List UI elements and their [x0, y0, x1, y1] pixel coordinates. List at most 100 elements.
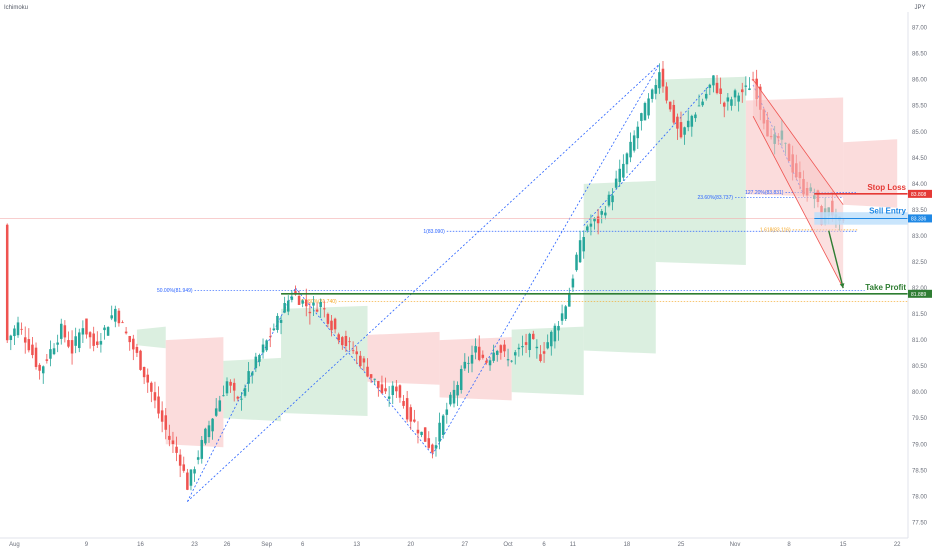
- candle-body: [326, 313, 330, 324]
- candle-body: [532, 333, 535, 340]
- candle-body: [207, 425, 211, 438]
- y-tick-label: 87.00: [912, 26, 928, 32]
- candle-body: [59, 323, 63, 339]
- x-tick-label: 9: [85, 542, 89, 548]
- y-tick-label: 80.00: [912, 390, 928, 396]
- candle-body: [568, 294, 571, 307]
- candle-body: [268, 336, 272, 338]
- candle-body: [387, 396, 391, 399]
- x-tick-label: 16: [137, 542, 144, 548]
- candle-body: [661, 68, 665, 87]
- candle-body: [553, 325, 557, 342]
- candle-body: [463, 361, 467, 369]
- candle-body: [243, 388, 247, 396]
- candle-body: [550, 331, 553, 347]
- candle-body: [470, 354, 474, 364]
- y-tick-label: 81.50: [912, 312, 928, 318]
- candle-body: [286, 300, 290, 312]
- candle-body: [636, 126, 640, 139]
- candle-body: [405, 398, 409, 420]
- candle-body: [315, 309, 319, 312]
- candle-body: [513, 352, 517, 356]
- candle-body: [719, 88, 722, 94]
- candle-body: [117, 310, 121, 324]
- candle-body: [722, 102, 726, 107]
- candle-body: [604, 212, 607, 216]
- candle-body: [431, 444, 434, 453]
- candle-body: [434, 445, 438, 449]
- candle-body: [643, 103, 647, 121]
- candle-body: [654, 85, 658, 94]
- candle-body: [506, 359, 510, 361]
- candle-body: [459, 368, 463, 390]
- x-tick-label: Aug: [9, 542, 20, 548]
- price-scale: [908, 0, 932, 550]
- candle-body: [632, 135, 636, 151]
- candle-body: [589, 223, 593, 227]
- kumo-bull: [136, 326, 166, 349]
- candle-body: [124, 331, 128, 334]
- candle-body: [330, 320, 333, 331]
- channel-lower-line: [752, 115, 844, 289]
- candle-body: [593, 218, 596, 222]
- candle-body: [647, 98, 650, 116]
- candle-body: [150, 382, 153, 392]
- candle-body: [495, 350, 499, 355]
- candle-body: [690, 115, 694, 127]
- candle-body: [272, 328, 276, 331]
- y-tick-label: 84.50: [912, 156, 928, 162]
- x-tick-label: 26: [224, 542, 231, 548]
- candle-body: [694, 114, 697, 119]
- candle-body: [132, 338, 135, 350]
- sell-entry-price-text: 83.336: [911, 216, 927, 222]
- candle-body: [380, 384, 384, 394]
- y-tick-label: 78.00: [912, 494, 928, 500]
- candle-body: [222, 395, 225, 397]
- candle-body: [730, 99, 733, 106]
- candle-body: [420, 431, 423, 436]
- sell-entry-price-tag: [908, 214, 932, 223]
- candle-body: [416, 429, 420, 434]
- candle-body: [625, 153, 629, 165]
- take-profit-price-tag: [908, 289, 932, 298]
- candle-body: [337, 334, 340, 341]
- candle-body: [261, 344, 265, 353]
- y-tick-label: 83.00: [912, 234, 928, 240]
- candle-body: [485, 360, 488, 363]
- candle-body: [348, 341, 351, 343]
- candle-body: [640, 113, 643, 121]
- candle-body: [535, 346, 539, 349]
- candle-body: [67, 340, 70, 347]
- candle-body: [740, 89, 744, 93]
- candle-body: [686, 120, 690, 128]
- candle-body: [607, 194, 611, 206]
- candle-body: [672, 104, 676, 123]
- candle-body: [492, 352, 495, 361]
- candle-body: [13, 328, 16, 337]
- take-profit-arrow: [828, 230, 844, 289]
- candle-body: [5, 224, 9, 341]
- candle-body: [276, 315, 279, 330]
- fib-diagonal-line: [187, 63, 660, 502]
- kumo-bull: [223, 357, 282, 422]
- candle-body: [240, 398, 243, 400]
- fib-level-label: 50.00%(81.949): [157, 288, 193, 294]
- y-tick-label: 83.50: [912, 208, 928, 214]
- candle-body: [737, 95, 740, 102]
- candle-body: [701, 101, 704, 106]
- candle-body: [521, 346, 524, 348]
- candle-body: [312, 302, 315, 306]
- candle-body: [517, 347, 521, 350]
- candle-body: [34, 347, 38, 367]
- candle-body: [196, 457, 200, 460]
- candle-body: [114, 308, 117, 322]
- candle-body: [503, 344, 506, 352]
- candle-body: [683, 127, 686, 135]
- candle-body: [427, 438, 431, 448]
- candle-body: [204, 428, 207, 444]
- candle-body: [63, 325, 67, 338]
- candle-body: [712, 75, 715, 86]
- candle-body: [481, 354, 485, 358]
- x-tick-label: 13: [353, 542, 360, 548]
